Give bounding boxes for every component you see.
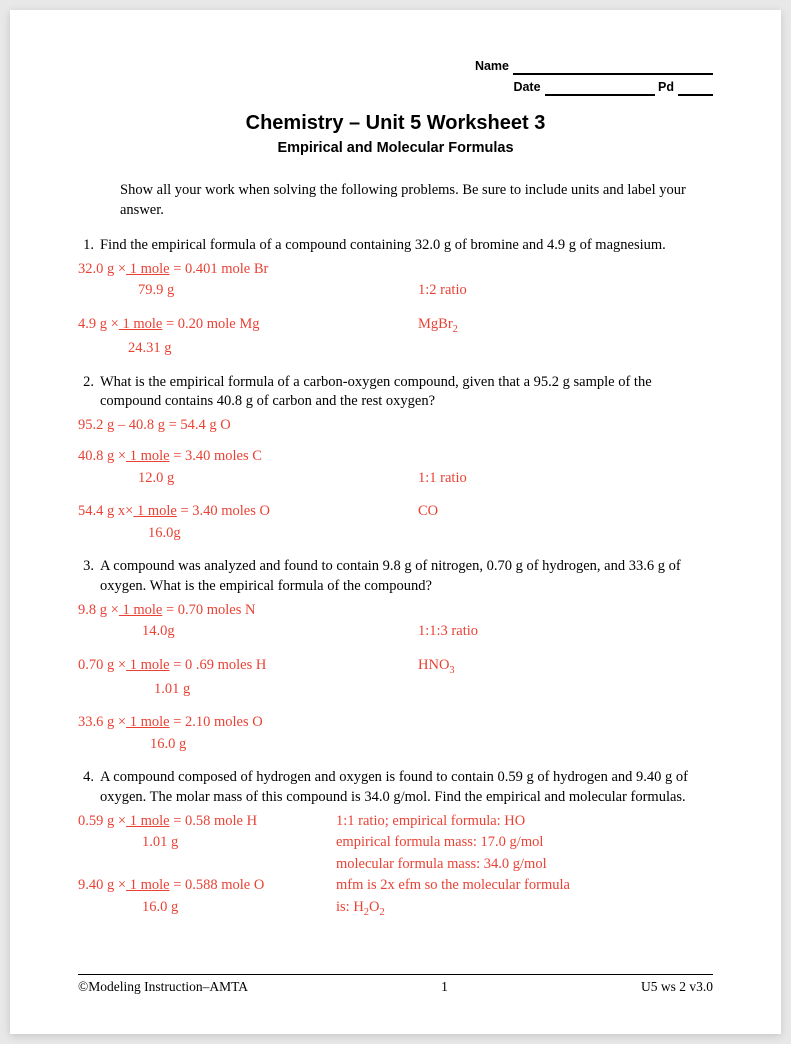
- calc-line: 0.70 g × 1 mole = 0 .69 moles H: [78, 656, 418, 676]
- calc-text: 1 mole: [126, 714, 170, 730]
- problem-1: 1. Find the empirical formula of a compo…: [78, 236, 713, 358]
- calc-text: 1 mole: [119, 316, 163, 332]
- problem-number: 1.: [78, 236, 100, 256]
- answer-block: 95.2 g – 40.8 g = 54.4 g O 40.8 g × 1 mo…: [78, 416, 713, 544]
- calc-denom: 24.31 g: [78, 339, 418, 359]
- date-pd-row: Date Pd: [78, 79, 713, 96]
- name-blank[interactable]: [513, 73, 713, 75]
- side-text: MgBr2: [418, 315, 713, 337]
- calc-text: 0.70 g ×: [78, 657, 126, 673]
- calc-text: 1 mole: [126, 877, 170, 893]
- date-blank[interactable]: [545, 94, 655, 96]
- problem-question: Find the empirical formula of a compound…: [100, 236, 713, 256]
- calc-text: 9.40 g ×: [78, 877, 126, 893]
- calc-text: = 0.401 mole Br: [170, 261, 269, 277]
- calc-line: 32.0 g × 1 mole = 0.401 mole Br: [78, 260, 418, 280]
- calc-denom: 79.9 g: [78, 281, 418, 301]
- problem-question: A compound composed of hydrogen and oxyg…: [100, 768, 713, 807]
- calc-text: = 0.70 moles N: [162, 602, 255, 618]
- answer-block: 32.0 g × 1 mole = 0.401 mole Br 79.9 g 1…: [78, 260, 713, 359]
- side-text: mfm is 2x efm so the molecular formula: [336, 876, 713, 896]
- calc-denom: 1.01 g: [78, 680, 418, 700]
- calc-line: 9.8 g × 1 mole = 0.70 moles N: [78, 601, 418, 621]
- pd-blank[interactable]: [678, 94, 713, 96]
- calc-denom: 16.0 g: [78, 735, 418, 755]
- side-text: HNO3: [418, 656, 713, 678]
- calc-line: 0.59 g × 1 mole = 0.58 mole H: [78, 812, 336, 832]
- name-row: Name: [78, 58, 713, 75]
- side-text: CO: [418, 502, 713, 522]
- calc-line: 33.6 g × 1 mole = 2.10 moles O: [78, 713, 418, 733]
- page-title: Chemistry – Unit 5 Worksheet 3: [78, 110, 713, 137]
- calc-text: = 0.58 mole H: [170, 813, 258, 829]
- subscript: 3: [449, 665, 454, 676]
- side-text: 1:1 ratio; empirical formula: HO: [336, 812, 713, 832]
- calc-text: = 0.20 mole Mg: [162, 316, 259, 332]
- calc-text: 33.6 g ×: [78, 714, 126, 730]
- calc-text: 4.9 g ×: [78, 316, 119, 332]
- calc-line: 4.9 g × 1 mole = 0.20 mole Mg: [78, 315, 418, 335]
- calc-text: 9.8 g ×: [78, 602, 119, 618]
- calc-line: 54.4 g x× 1 mole = 3.40 moles O: [78, 502, 418, 522]
- problem-4: 4. A compound composed of hydrogen and o…: [78, 768, 713, 919]
- calc-text: = 0.588 mole O: [170, 877, 265, 893]
- calc-text: = 3.40 moles C: [170, 448, 262, 464]
- calc-text: 1 mole: [119, 602, 163, 618]
- calc-denom: 16.0 g: [78, 898, 336, 918]
- answer-block: 9.8 g × 1 mole = 0.70 moles N 14.0g 1:1:…: [78, 601, 713, 755]
- side-text: 1:1 ratio: [418, 469, 713, 489]
- side-text: molecular formula mass: 34.0 g/mol: [336, 855, 713, 875]
- formula-text: MgBr: [418, 316, 453, 332]
- calc-text: 1 mole: [126, 448, 170, 464]
- name-label: Name: [475, 59, 509, 73]
- worksheet-page: Name Date Pd Chemistry – Unit 5 Workshee…: [10, 10, 781, 1034]
- calc-denom: 12.0 g: [78, 469, 418, 489]
- problem-3: 3. A compound was analyzed and found to …: [78, 557, 713, 754]
- problem-number: 3.: [78, 557, 100, 596]
- formula-text: O: [369, 899, 379, 915]
- calc-text: = 0 .69 moles H: [170, 657, 267, 673]
- calc-text: 54.4 g x×: [78, 503, 133, 519]
- problem-2: 2. What is the empirical formula of a ca…: [78, 373, 713, 544]
- side-text: 1:1:3 ratio: [418, 622, 713, 642]
- calc-text: 32.0 g ×: [78, 261, 126, 277]
- problem-number: 2.: [78, 373, 100, 412]
- calc-text: = 2.10 moles O: [170, 714, 263, 730]
- problem-number: 4.: [78, 768, 100, 807]
- calc-text: 1 mole: [133, 503, 177, 519]
- calc-line: 9.40 g × 1 mole = 0.588 mole O: [78, 876, 336, 896]
- footer-center: 1: [441, 978, 448, 996]
- calc-line: 40.8 g × 1 mole = 3.40 moles C: [78, 447, 418, 467]
- calc-denom: 1.01 g: [78, 833, 336, 853]
- calc-text: 1 mole: [126, 657, 170, 673]
- calc-text: = 3.40 moles O: [177, 503, 270, 519]
- formula-text: HNO: [418, 657, 449, 673]
- side-text: empirical formula mass: 17.0 g/mol: [336, 833, 713, 853]
- intro-text: Show all your work when solving the foll…: [120, 180, 713, 220]
- calc-text: 1 mole: [126, 261, 170, 277]
- subscript: 2: [380, 907, 385, 918]
- side-text: is: H2O2: [336, 898, 713, 920]
- formula-text: is: H: [336, 899, 364, 915]
- side-text: 1:2 ratio: [418, 281, 713, 301]
- footer-left: ©Modeling Instruction–AMTA: [78, 978, 248, 996]
- date-label: Date: [513, 80, 540, 94]
- calc-text: 0.59 g ×: [78, 813, 126, 829]
- calc-line: 95.2 g – 40.8 g = 54.4 g O: [78, 416, 713, 436]
- pd-label: Pd: [658, 80, 674, 94]
- problem-question: A compound was analyzed and found to con…: [100, 557, 713, 596]
- calc-text: 1 mole: [126, 813, 170, 829]
- problem-question: What is the empirical formula of a carbo…: [100, 373, 713, 412]
- calc-text: 40.8 g ×: [78, 448, 126, 464]
- page-footer: ©Modeling Instruction–AMTA 1 U5 ws 2 v3.…: [78, 974, 713, 996]
- calc-denom: 14.0g: [78, 622, 418, 642]
- calc-denom: 16.0g: [78, 524, 418, 544]
- footer-right: U5 ws 2 v3.0: [641, 978, 713, 996]
- page-subtitle: Empirical and Molecular Formulas: [78, 139, 713, 159]
- header-fields: Name Date Pd: [78, 58, 713, 96]
- answer-block: 0.59 g × 1 mole = 0.58 mole H 1:1 ratio;…: [78, 812, 713, 920]
- subscript: 2: [453, 324, 458, 335]
